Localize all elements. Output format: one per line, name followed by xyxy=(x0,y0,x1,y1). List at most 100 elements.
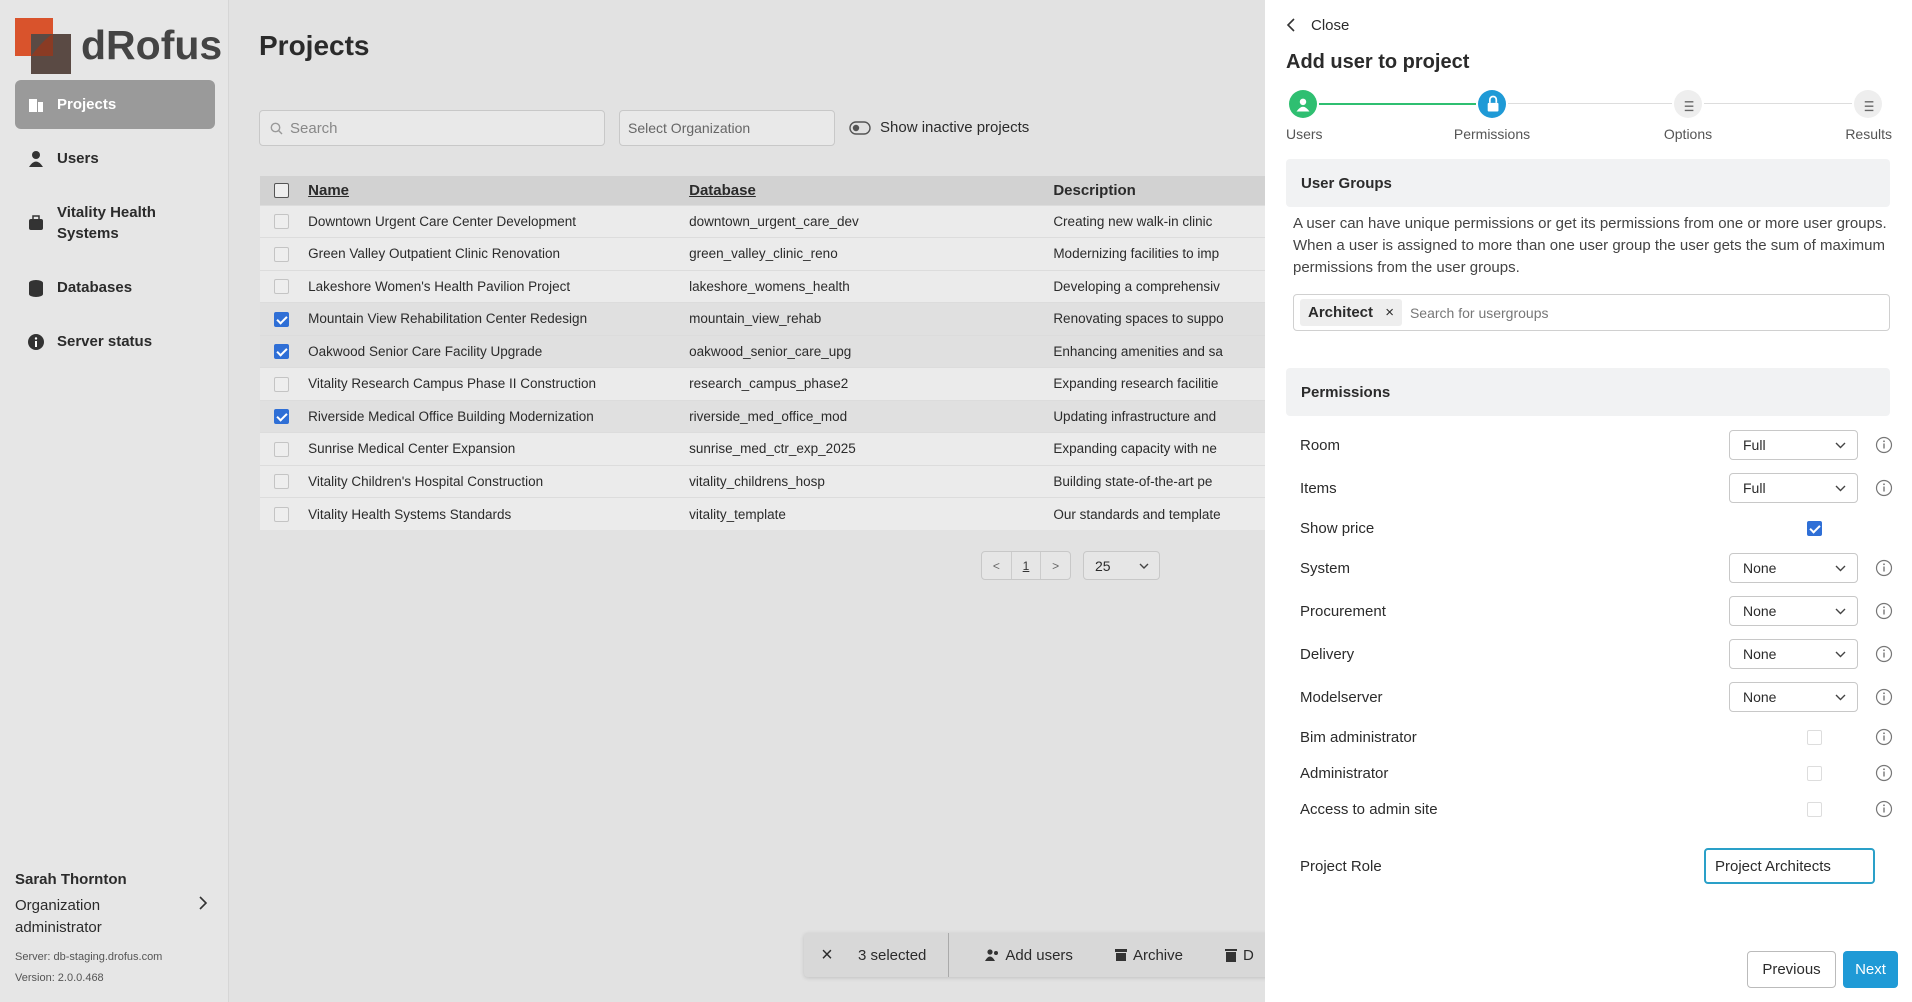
nav-item[interactable]: Server status xyxy=(15,317,215,366)
info-icon xyxy=(1875,688,1893,710)
action-label: D xyxy=(1242,946,1254,964)
version-info: Version: 2.0.0.468 xyxy=(15,972,104,984)
nav-item[interactable]: Vitality Health Systems xyxy=(15,198,215,247)
expand-icon[interactable] xyxy=(196,896,210,910)
permission-label: Bim administrator xyxy=(1300,728,1417,746)
org-select[interactable]: Select Organization xyxy=(619,110,835,146)
sidebar: dRofus Projects Users Vitality Health Syst… xyxy=(0,0,229,1002)
step-label: Users xyxy=(1286,126,1323,142)
permission-label: Procurement xyxy=(1300,602,1386,620)
selection-bar: × 3 selected Add users Archive D xyxy=(804,933,1265,977)
user-name: Sarah Thornton xyxy=(15,871,127,888)
toggle[interactable] xyxy=(849,120,871,136)
next-button[interactable]: Next xyxy=(1843,951,1898,988)
nav-item[interactable]: Users xyxy=(15,134,215,183)
cell-database: sunrise_med_ctr_exp_2025 xyxy=(688,432,1053,465)
column-header[interactable]: Description xyxy=(1052,176,1265,205)
action-label: Archive xyxy=(1132,946,1183,964)
table-row: Riverside Medical Office Building Modern… xyxy=(260,399,1265,433)
nav-item[interactable]: Databases xyxy=(15,263,215,312)
page-number[interactable]: 1 xyxy=(1022,558,1030,573)
permission-row: Items Full xyxy=(1300,470,1893,506)
project-role-input[interactable]: Project Architects xyxy=(1704,848,1875,884)
permission-select[interactable]: None xyxy=(1729,596,1858,626)
info-icon xyxy=(1875,728,1893,750)
cell-description: Building state-of-the-art pe xyxy=(1052,464,1265,498)
permission-value: None xyxy=(1743,603,1777,619)
cell-description: Renovating spaces to suppo xyxy=(1052,302,1265,335)
permission-row: Administrator xyxy=(1300,755,1893,791)
permission-checkbox[interactable] xyxy=(1807,801,1822,817)
step-label: Results xyxy=(1845,126,1892,142)
nav-label: Databases xyxy=(57,279,133,296)
row-checkbox[interactable] xyxy=(274,409,289,425)
cell-description: Expanding research facilitie xyxy=(1052,367,1265,400)
row-checkbox[interactable] xyxy=(274,474,289,490)
row-checkbox[interactable] xyxy=(274,376,289,392)
logo-icon xyxy=(15,18,71,74)
row-checkbox[interactable] xyxy=(274,246,289,262)
row-checkbox-cell xyxy=(260,464,308,498)
permission-checkbox[interactable] xyxy=(1807,765,1822,781)
search-input[interactable]: Search xyxy=(259,110,605,146)
row-checkbox-cell xyxy=(260,334,308,368)
close-icon[interactable] xyxy=(1285,17,1297,33)
column-header[interactable]: Database xyxy=(688,176,1053,205)
clear-selection[interactable]: × xyxy=(821,943,833,966)
permission-select[interactable]: Full xyxy=(1729,430,1858,460)
table-row: Vitality Health Systems Standards vitalit… xyxy=(260,497,1265,530)
row-checkbox[interactable] xyxy=(274,311,289,327)
info-icon xyxy=(1875,764,1893,786)
selection-action[interactable]: Archive xyxy=(1114,946,1183,964)
nav-label: Server status xyxy=(57,333,153,350)
row-checkbox[interactable] xyxy=(274,214,289,230)
permission-checkbox[interactable] xyxy=(1807,729,1822,745)
row-checkbox[interactable] xyxy=(274,279,289,295)
tag-remove[interactable]: × xyxy=(1385,304,1394,321)
selection-action[interactable]: D xyxy=(1224,946,1254,964)
project-role-value: Project Architects xyxy=(1715,857,1831,875)
info-icon xyxy=(1875,479,1893,501)
table-row: Sunrise Medical Center Expansion sunrise_… xyxy=(260,432,1265,465)
cell-database: riverside_med_office_mod xyxy=(688,399,1053,433)
selection-action[interactable]: Add users xyxy=(985,947,1073,964)
permission-checkbox[interactable] xyxy=(1807,520,1822,536)
nav-item[interactable]: Projects xyxy=(15,80,215,129)
step-icon xyxy=(1854,90,1882,118)
search-placeholder: Search xyxy=(290,119,338,137)
permission-select[interactable]: None xyxy=(1729,682,1858,712)
close-button[interactable]: Close xyxy=(1311,17,1350,34)
permission-row: Show price xyxy=(1300,510,1890,546)
usergroup-input[interactable]: Architect × Search for usergroups xyxy=(1293,294,1890,331)
row-checkbox[interactable] xyxy=(274,441,289,457)
step-icon xyxy=(1289,90,1317,118)
table-row: Vitality Research Campus Phase II Constr… xyxy=(260,367,1265,400)
permission-select[interactable]: None xyxy=(1729,639,1858,669)
permission-label: Modelserver xyxy=(1300,688,1383,706)
cell-database: vitality_childrens_hosp xyxy=(688,464,1053,498)
permission-select[interactable]: Full xyxy=(1729,473,1858,503)
cell-description: Updating infrastructure and xyxy=(1052,399,1265,433)
row-checkbox-cell xyxy=(260,399,308,433)
panel-title: Add user to project xyxy=(1286,51,1470,73)
header-checkbox-cell xyxy=(260,176,308,205)
page-size[interactable]: 25 xyxy=(1083,551,1160,580)
cell-database: downtown_urgent_care_dev xyxy=(688,204,1053,238)
permission-row: Delivery None xyxy=(1300,636,1893,672)
tag: Architect × xyxy=(1300,299,1402,326)
row-checkbox[interactable] xyxy=(274,506,289,522)
row-checkbox-cell xyxy=(260,204,308,238)
prev-page[interactable]: < xyxy=(982,552,1012,579)
row-checkbox[interactable] xyxy=(274,344,289,360)
permission-select[interactable]: None xyxy=(1729,553,1858,583)
cell-database: research_campus_phase2 xyxy=(688,367,1053,400)
main: Projects Search Select Organization Show… xyxy=(229,0,1265,1002)
permission-label: Administrator xyxy=(1300,764,1389,782)
cell-description: Enhancing amenities and sa xyxy=(1052,334,1265,368)
cell-name: Downtown Urgent Care Center Development xyxy=(307,204,689,238)
action-label: Add users xyxy=(1005,946,1073,964)
permission-value: Full xyxy=(1743,437,1766,453)
next-page[interactable]: > xyxy=(1040,552,1070,579)
previous-button[interactable]: Previous xyxy=(1747,951,1836,988)
column-header[interactable]: Name xyxy=(307,176,689,205)
